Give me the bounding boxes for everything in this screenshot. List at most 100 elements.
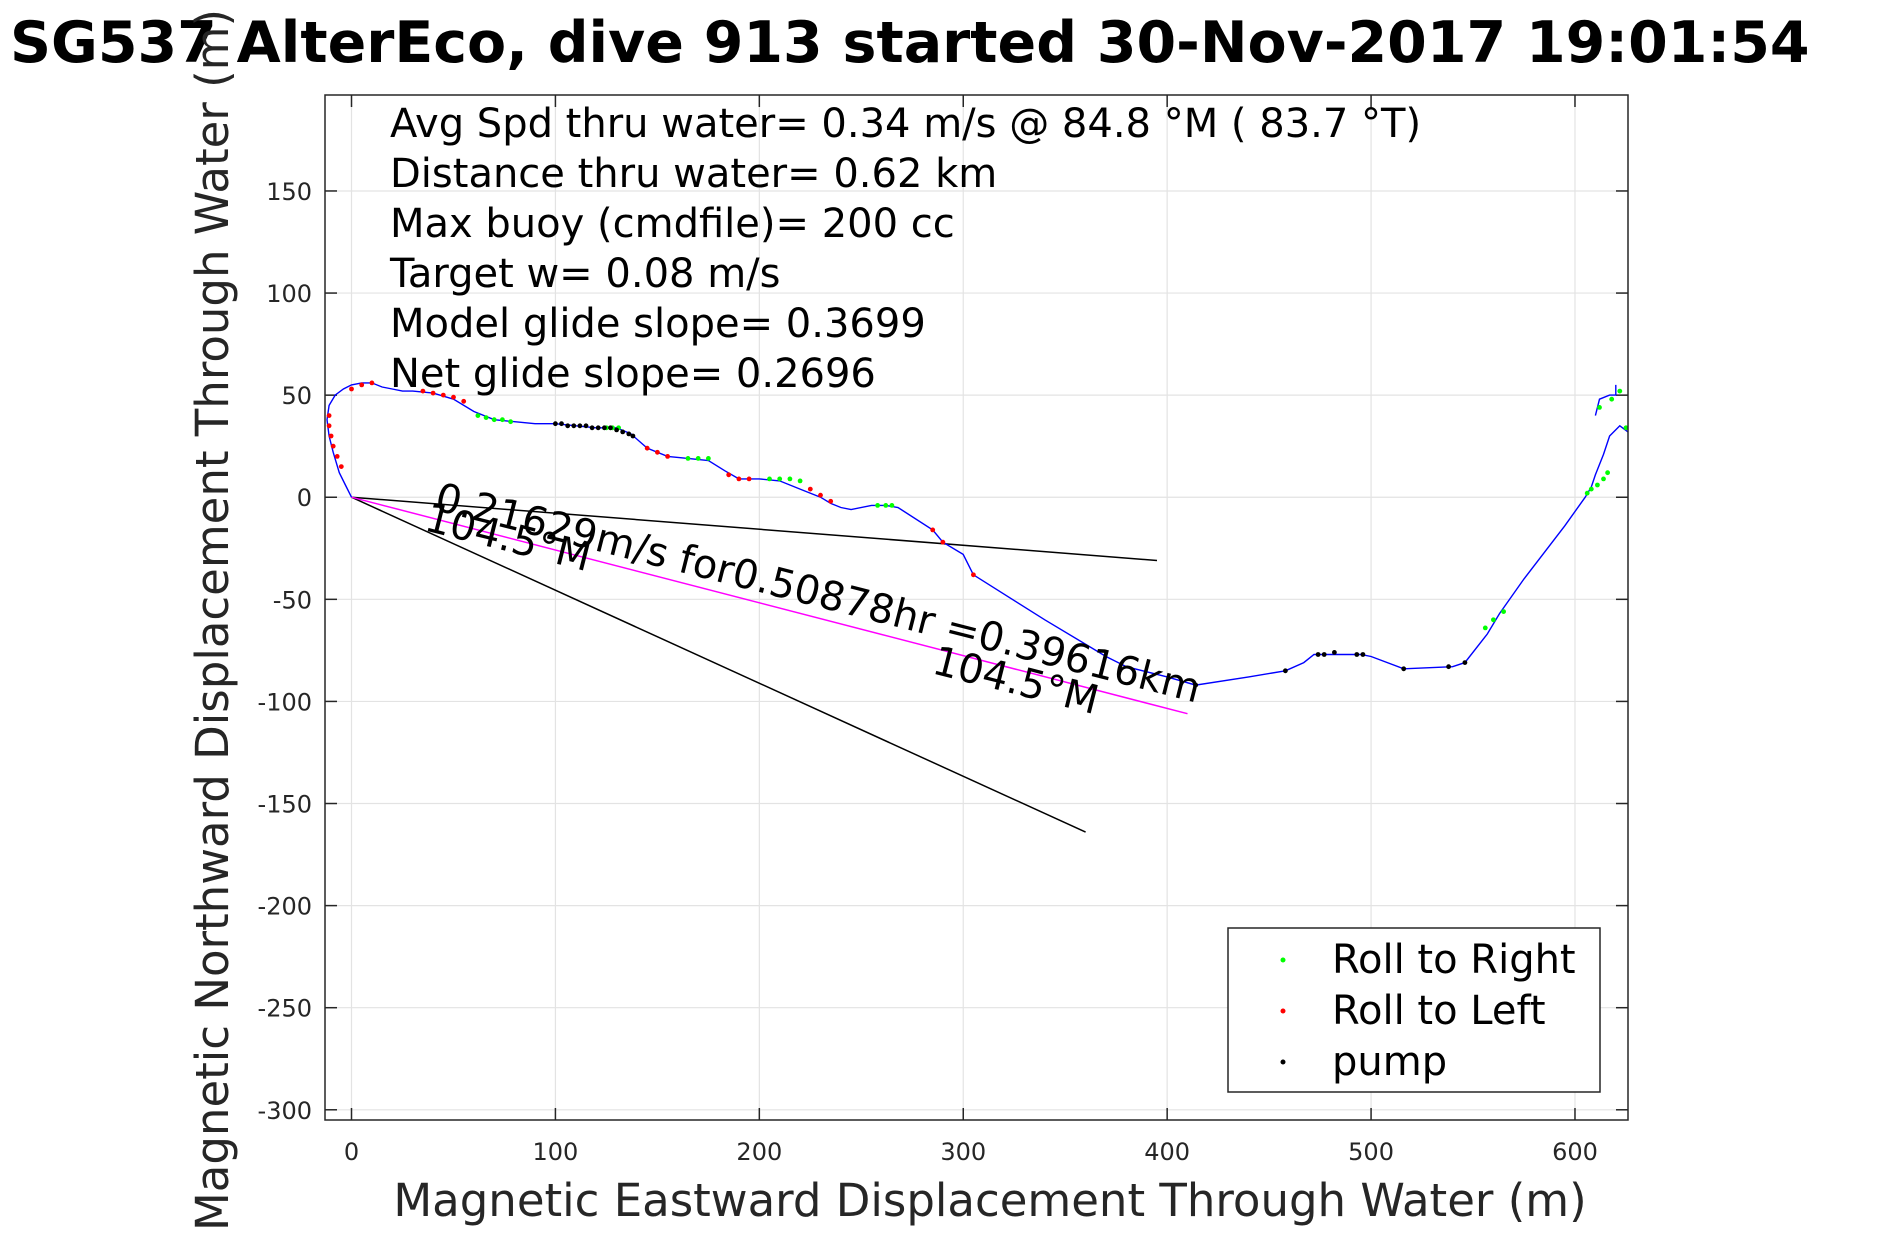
point-roll-to-right [1584,490,1590,496]
info-line: Avg Spd thru water= 0.34 m/s @ 84.8 °M (… [390,101,1421,147]
point-roll-to-right [1605,470,1610,476]
info-line: Model glide slope= 0.3699 [390,301,926,347]
info-line: Max buoy (cmdfile)= 200 cc [390,201,955,247]
y-tick-label: -250 [258,995,312,1023]
point-roll-to-right [1595,482,1600,488]
point-roll-to-right [685,456,691,461]
point-pump [577,423,583,429]
point-roll-to-right [491,417,497,423]
x-tick-label: 0 [344,1138,359,1166]
point-roll-to-right [706,456,711,461]
point-pump [1321,652,1327,657]
point-pump [608,425,613,431]
legend-box [1227,927,1601,1093]
point-pump [583,423,589,429]
point-roll-to-right [1588,486,1594,492]
legend-label-roll-left: Roll to Left [1332,988,1546,1034]
y-tick-label: -200 [258,893,312,921]
y-tick-label: -100 [258,688,312,716]
point-pump [559,421,564,427]
point-roll-to-right [777,476,783,482]
axis-ticks: 0 100 200 300 400 500 600-300-250-200-150-100-… [258,95,1628,1166]
chart-title: SG537 AlterEco, dive 913 started 30-Nov-… [10,10,1810,76]
point-roll-to-right [889,503,895,508]
point-roll-to-left [971,572,976,578]
point-roll-to-left [369,380,375,386]
point-roll-to-right [475,413,481,418]
point-pump [1193,682,1199,688]
point-roll-to-right [1617,388,1623,394]
x-tick-label: 600 [1552,1138,1598,1166]
info-block: Avg Spd thru water= 0.34 m/s @ 84.8 °M (… [389,101,1421,397]
y-tick-label: -150 [258,791,312,819]
plot-points [326,380,1629,688]
point-pump [565,423,571,429]
point-roll-to-left [665,454,670,459]
point-roll-to-right [508,419,513,425]
point-roll-to-right [1482,625,1488,631]
point-roll-to-left [334,454,340,459]
point-pump [602,425,607,431]
point-roll-to-right [500,417,505,423]
plot-frame [324,94,1629,1121]
point-pump [1360,652,1366,657]
point-pump [1315,652,1321,657]
legend-marker-roll-left [1280,1008,1286,1014]
point-roll-to-right [1501,609,1506,614]
point-pump [589,425,595,431]
point-pump [571,423,577,429]
x-tick-label: 500 [1348,1138,1394,1166]
point-roll-to-right [875,503,880,508]
point-pump [626,431,632,437]
point-pump [620,429,626,435]
current-line [351,496,1188,715]
y-tick-label: -300 [258,1097,312,1125]
point-pump [1446,664,1451,670]
point-roll-to-right [1491,617,1496,623]
point-pump [553,421,558,427]
legend-marker-pump [1280,1059,1286,1065]
point-roll-to-left [440,392,446,398]
point-roll-to-right [787,476,793,482]
dive-track-line [326,382,1629,686]
point-roll-to-left [818,492,823,498]
x-axis-label: Magnetic Eastward Displacement Through W… [393,1174,1586,1227]
point-roll-to-left [326,413,332,418]
point-roll-to-left [655,449,660,455]
point-roll-to-left [451,394,456,400]
point-roll-to-left [461,398,467,404]
x-tick-label: 100 [533,1138,579,1166]
point-pump [1332,650,1337,655]
dive-track-line-segment [1594,384,1617,416]
point-roll-to-left [430,390,436,396]
x-tick-label: 200 [736,1138,782,1166]
point-roll-to-right [797,478,803,484]
point-roll-to-left [736,476,742,482]
legend-marker-roll-right [1280,957,1286,963]
point-pump [1401,666,1407,672]
info-line: Target w= 0.08 m/s [389,251,780,297]
point-roll-to-left [726,472,732,478]
point-roll-to-right [1609,396,1615,402]
point-roll-to-left [338,464,344,469]
heading-line-1 [351,496,1158,562]
legend-label-roll-right: Roll to Right [1332,937,1576,983]
point-roll-to-right [1597,405,1602,410]
y-axis-label: Magnetic Northward Displacement Through … [186,9,239,1231]
grid [325,95,1628,1120]
point-roll-to-left [644,445,650,451]
y-tick-label: 50 [281,382,312,410]
point-roll-to-left [940,539,946,545]
point-roll-to-left [349,386,354,392]
point-roll-to-left [420,388,426,394]
plot-lines [326,382,1629,833]
point-pump [1462,660,1468,665]
point-roll-to-left [930,527,936,533]
legend-label-pump: pump [1332,1039,1447,1085]
point-pump [1283,668,1288,674]
heading-line-2 [351,496,1086,833]
x-tick-label: 300 [940,1138,986,1166]
point-pump [614,427,619,433]
